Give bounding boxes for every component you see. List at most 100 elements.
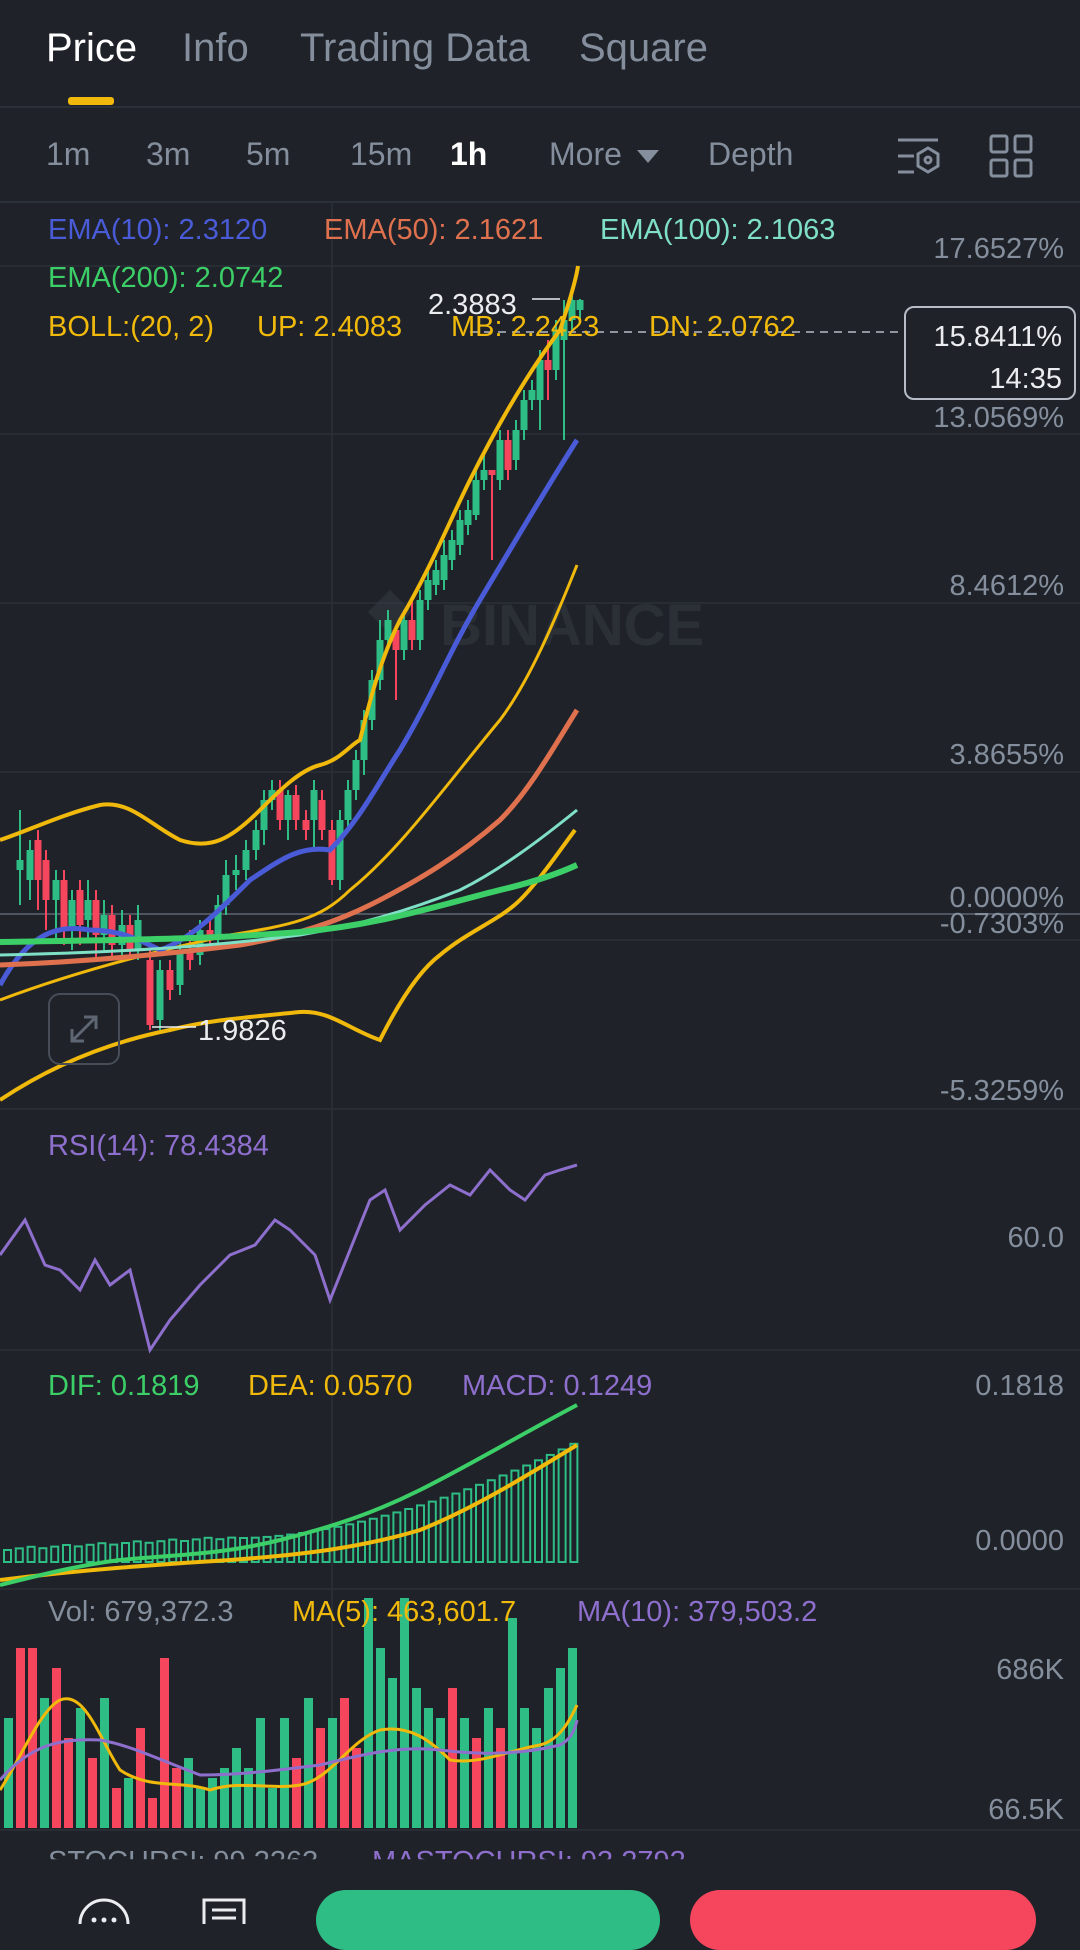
candle-body	[268, 790, 276, 800]
tab-trading-data[interactable]: Trading Data	[300, 26, 530, 70]
tab-info[interactable]: Info	[182, 26, 249, 70]
fullscreen-button[interactable]	[48, 993, 120, 1065]
candle-body	[544, 360, 552, 370]
macd-dea-label: DEA: 0.0570	[248, 1370, 413, 1402]
candle-body	[512, 430, 520, 460]
volume-bar	[148, 1798, 157, 1828]
candle-body	[222, 875, 230, 905]
candle-body	[480, 470, 488, 480]
depth-tab[interactable]: Depth	[708, 136, 794, 172]
volume-bar	[460, 1718, 469, 1828]
volume-bar	[496, 1728, 505, 1828]
candle-body	[146, 960, 154, 1025]
volume-bar	[424, 1708, 433, 1828]
divider	[0, 106, 1080, 108]
bottom-bar	[0, 1862, 1080, 1950]
tab-price[interactable]: Price	[46, 26, 138, 70]
volume-bar	[376, 1648, 385, 1828]
timeframe-5m[interactable]: 5m	[246, 136, 291, 172]
candle-body	[536, 360, 544, 400]
candle-body	[328, 830, 336, 880]
volume-bar	[220, 1768, 229, 1828]
macd-bar	[569, 1442, 579, 1563]
volume-bar	[124, 1778, 133, 1828]
macd-bar	[486, 1479, 496, 1564]
mastochrsi-label: MASTOCHRSI: 93.2792	[372, 1846, 686, 1859]
price-axis-label: 8.4612%	[949, 570, 1065, 602]
macd-bar	[250, 1536, 260, 1563]
grid-layout-icon[interactable]	[989, 134, 1033, 178]
volume-bar	[28, 1648, 37, 1828]
macd-bar	[132, 1540, 142, 1564]
timeframe-1m[interactable]: 1m	[46, 136, 91, 172]
candle-body	[360, 720, 368, 760]
candle-body	[472, 480, 480, 515]
macd-dif-label: DIF: 0.1819	[48, 1370, 200, 1402]
candle-body	[260, 800, 268, 830]
volume-bar	[556, 1668, 565, 1828]
volume-bar	[232, 1748, 241, 1828]
vol-ma10-label: MA(10): 379,503.2	[577, 1596, 818, 1628]
timeframe-15m[interactable]: 15m	[350, 136, 413, 172]
boll-label: BOLL:(20, 2)	[48, 311, 215, 343]
candle-body	[456, 520, 464, 545]
macd-value-label: MACD: 0.1249	[462, 1370, 653, 1402]
macd-bar	[38, 1547, 48, 1563]
macd-bar	[274, 1534, 284, 1563]
candle-body	[568, 300, 576, 320]
candle-body	[496, 440, 504, 480]
volume-bar	[184, 1758, 193, 1828]
candle-body	[552, 330, 560, 370]
current-price-box: 15.8411% 14:35	[904, 306, 1076, 400]
volume-bar	[508, 1618, 517, 1828]
candle-body	[176, 950, 184, 985]
sell-button[interactable]	[690, 1890, 1036, 1950]
active-tab-indicator	[68, 97, 114, 105]
orders-icon[interactable]	[202, 1896, 246, 1926]
volume-bar	[160, 1658, 169, 1828]
price-axis-label: 17.6527%	[933, 233, 1064, 265]
volume-bar	[208, 1778, 217, 1828]
volume-bar	[412, 1688, 421, 1828]
indicator-settings-icon[interactable]	[896, 136, 942, 178]
boll-up-label: UP: 2.4083	[257, 311, 403, 343]
candle-body	[310, 790, 318, 820]
macd-bar	[321, 1528, 331, 1563]
tab-square[interactable]: Square	[579, 26, 708, 70]
volume-bar	[52, 1668, 61, 1828]
candle-body	[100, 915, 108, 935]
volume-bar	[328, 1718, 337, 1828]
timeframe-3m[interactable]: 3m	[146, 136, 191, 172]
candle-body	[448, 540, 456, 560]
macd-bar	[62, 1544, 71, 1563]
watermark: BINANCE	[368, 590, 704, 658]
macd-bar	[545, 1453, 555, 1563]
volume-bar	[112, 1788, 121, 1828]
boll-mb-label: MB: 2.2423	[451, 311, 600, 343]
price-axis-label: 0.0000%	[949, 882, 1065, 914]
more-options-icon[interactable]	[78, 1896, 130, 1926]
candle-body	[408, 620, 416, 640]
more-dropdown[interactable]: More	[549, 136, 659, 173]
macd-bar	[121, 1542, 130, 1563]
candle-body	[134, 920, 142, 950]
candle-body	[560, 320, 568, 340]
svg-text:2.3883: 2.3883	[428, 289, 517, 321]
timeframe-1h[interactable]: 1h	[450, 136, 488, 172]
macd-bar	[156, 1540, 166, 1563]
macd-bar	[498, 1474, 508, 1563]
macd-bar	[534, 1459, 543, 1563]
macd-bar	[14, 1547, 24, 1564]
candle-body	[276, 790, 284, 820]
macd-bar	[416, 1504, 425, 1563]
candle-body	[166, 970, 174, 990]
macd-bar	[522, 1464, 532, 1564]
stochrsi-label: STOCHRSI: 99.2263	[48, 1846, 318, 1859]
volume-bar	[76, 1708, 85, 1828]
macd-bar	[191, 1538, 201, 1564]
buy-button[interactable]	[316, 1890, 660, 1950]
volume-bar	[4, 1718, 13, 1828]
candle-body	[232, 870, 240, 875]
candle-body	[68, 900, 76, 930]
